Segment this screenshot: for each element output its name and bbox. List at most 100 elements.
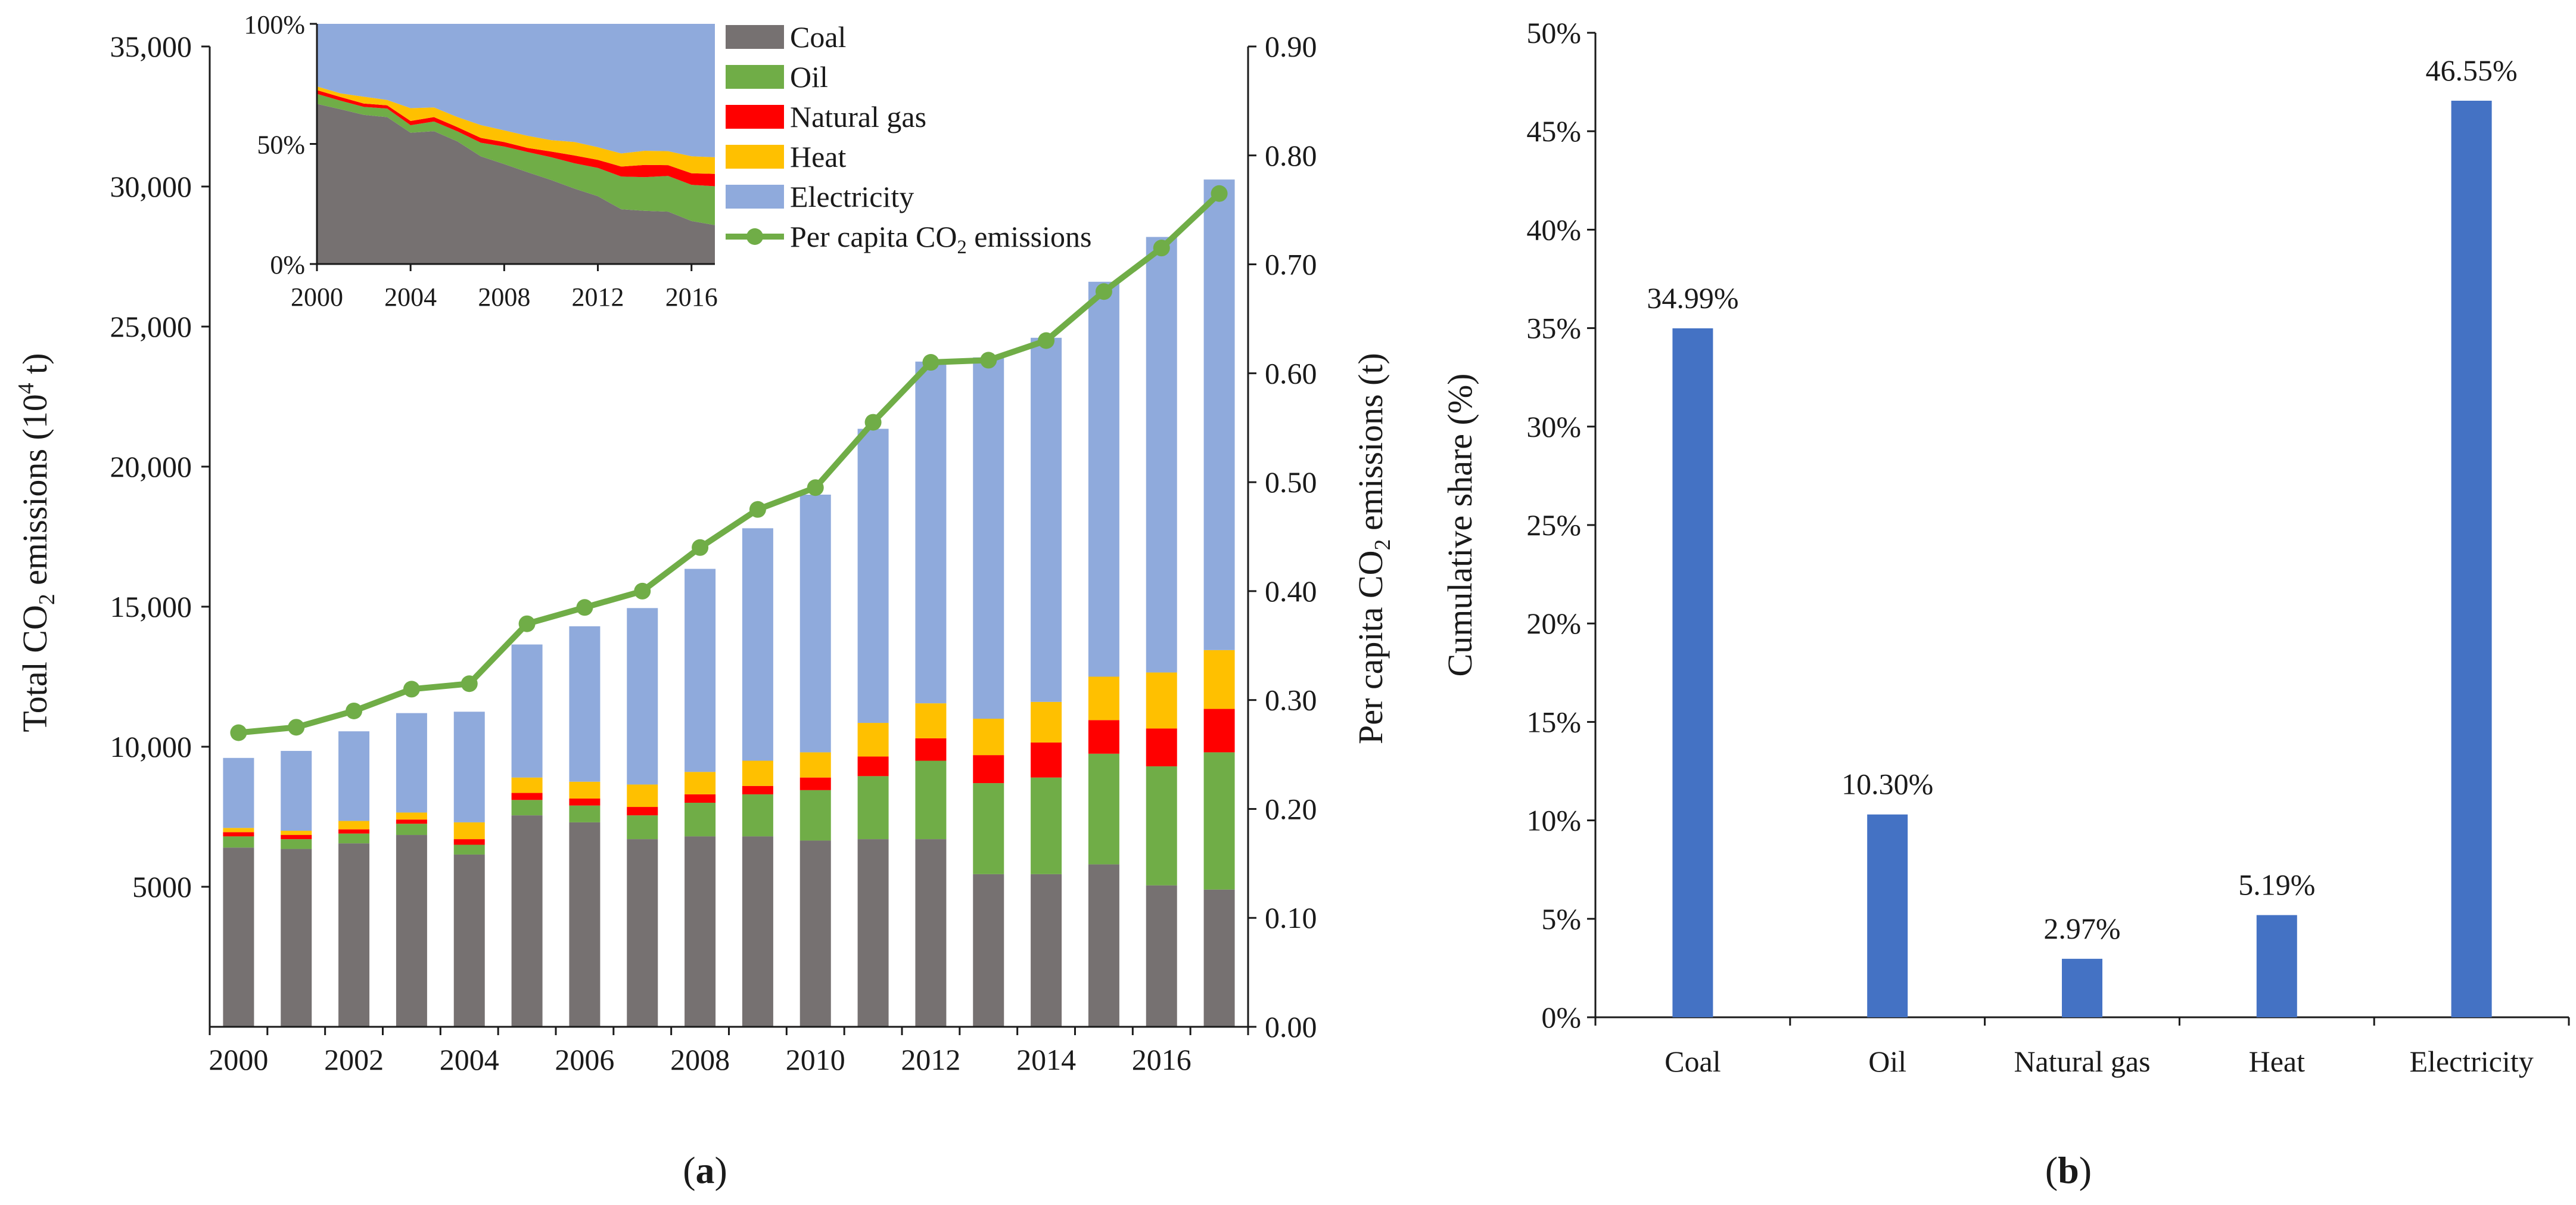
- bar-coal-2013: [973, 874, 1004, 1027]
- b-y-tick-label: 0%: [1541, 1001, 1581, 1034]
- bar-electricity-2013: [973, 357, 1004, 719]
- legend: Coal Oil Natural gas Heat Electricity Per cap…: [726, 20, 1091, 258]
- stacked-bars: [223, 179, 1235, 1027]
- y2-tick-label: 0.30: [1265, 684, 1317, 717]
- y2-tick-label: 0.00: [1265, 1010, 1317, 1043]
- bar-natural-gas-2006: [569, 798, 601, 806]
- bar-natural-gas-2014: [1031, 742, 1062, 778]
- legend-swatch-heat: [726, 145, 784, 169]
- per-capita-point-2017: [1211, 185, 1228, 202]
- bar-oil-2011: [857, 776, 889, 840]
- bar-electricity-2001: [281, 751, 312, 831]
- bar-electricity-2015: [1088, 281, 1119, 677]
- per-capita-point-2008: [692, 539, 709, 556]
- bar-coal-2002: [338, 843, 370, 1027]
- legend-swatch-electricity: [726, 185, 784, 209]
- bar-coal-2010: [799, 840, 831, 1027]
- b-y-tick-label: 30%: [1526, 410, 1581, 443]
- bar-oil: [1867, 814, 1908, 1017]
- y-tick-label: 30,000: [110, 170, 192, 203]
- bar-natural-gas-2009: [742, 785, 773, 794]
- per-capita-line: [238, 191, 1222, 736]
- bar-heat-2001: [281, 831, 312, 836]
- b-y-tick-label: 25%: [1526, 508, 1581, 542]
- x-tick-label: 2014: [1016, 1043, 1076, 1076]
- y2-tick-label: 0.70: [1265, 248, 1317, 281]
- per-capita-point-2003: [403, 681, 420, 698]
- b-y-tick-label: 40%: [1526, 213, 1581, 246]
- inset-area-oil: [317, 94, 715, 225]
- x-tick-label-electricity: Electricity: [2409, 1045, 2533, 1078]
- data-label-natural-gas: 2.97%: [2043, 912, 2120, 945]
- inset-y-tick-label: 50%: [257, 131, 305, 160]
- bar-natural-gas-2007: [627, 807, 658, 816]
- per-capita-point-2000: [230, 724, 247, 741]
- bar-natural-gas-2012: [915, 738, 947, 761]
- inset-area-natural-gas: [317, 90, 715, 187]
- bar-natural-gas-2013: [973, 755, 1004, 784]
- inset-x-tick-label: 2012: [572, 282, 624, 312]
- bar-heat-2006: [569, 781, 601, 799]
- bar-oil-2007: [627, 815, 658, 840]
- y-axis-title: Total CO2​ emissions (104​ t): [14, 353, 60, 732]
- bar-oil-2009: [742, 794, 773, 837]
- y2-tick-label: 0.40: [1265, 574, 1317, 608]
- y2-tick-label: 0.50: [1265, 465, 1317, 499]
- bar-natural-gas-2017: [1203, 709, 1235, 753]
- bar-coal: [1672, 328, 1713, 1017]
- x-tick-label-coal: Coal: [1665, 1045, 1721, 1078]
- per-capita-point-2001: [288, 719, 305, 736]
- bar-oil-2012: [915, 760, 947, 840]
- panel-a: 5000 10,000 15,000 20,000 25,000 30,000 35,000…: [14, 0, 1395, 1076]
- bar-natural-gas: [2062, 958, 2102, 1017]
- per-capita-point-2012: [922, 354, 939, 371]
- inset-x-tick-label: 2016: [665, 282, 718, 312]
- data-label-oil: 10.30%: [1841, 768, 1933, 801]
- legend-swatch-natural-gas: [726, 105, 784, 129]
- y-tick-label: 25,000: [110, 310, 192, 343]
- x-tick-label: 2010: [786, 1043, 845, 1076]
- inset-x-tick-label: 2008: [478, 282, 530, 312]
- y-tick-label: 35,000: [110, 30, 192, 63]
- y-tick-label: 10,000: [110, 730, 192, 763]
- y-tick-label: 5000: [132, 870, 192, 903]
- x-tick-label: 2006: [555, 1043, 614, 1076]
- per-capita-point-2004: [461, 675, 478, 692]
- y2-tick-label: 0.80: [1265, 139, 1317, 172]
- inset-area-coal: [317, 104, 715, 265]
- y2-tick-label: 0.90: [1265, 30, 1317, 63]
- bar-heat-2003: [396, 812, 427, 820]
- bar-natural-gas-2001: [281, 835, 312, 840]
- bar-heat-2004: [453, 822, 485, 840]
- bar-oil-2014: [1031, 777, 1062, 874]
- bar-heat-2000: [223, 828, 254, 833]
- b-y-tick-label: 15%: [1526, 705, 1581, 738]
- bar-heat-2010: [799, 752, 831, 778]
- bar-oil-2008: [685, 803, 716, 837]
- bar-heat: [2256, 915, 2297, 1017]
- bar-electricity-2000: [223, 757, 254, 828]
- y2-axis-title: Per capita CO2​ emissions (t): [1351, 353, 1395, 744]
- x-tick-label: 2008: [670, 1043, 730, 1076]
- bar-electricity-2010: [799, 495, 831, 753]
- bar-coal-2005: [511, 815, 543, 1027]
- x-tick-label: 2004: [440, 1043, 499, 1076]
- per-capita-point-2014: [1038, 332, 1055, 349]
- bar-electricity-2006: [569, 626, 601, 782]
- per-capita-point-2009: [749, 501, 766, 518]
- inset-area-electricity: [317, 24, 715, 157]
- bar-electricity-2016: [1146, 237, 1177, 673]
- bar-heat-2015: [1088, 676, 1119, 720]
- bar-natural-gas-2011: [857, 756, 889, 777]
- bar-natural-gas-2005: [511, 793, 543, 800]
- bar-natural-gas-2003: [396, 819, 427, 824]
- bar-natural-gas-2016: [1146, 728, 1177, 766]
- bar-coal-2009: [742, 836, 773, 1027]
- bar-electricity-2014: [1031, 337, 1062, 702]
- bar-electricity: [2451, 100, 2492, 1017]
- inset-y-tick-label: 100%: [244, 10, 305, 39]
- bar-coal-2004: [453, 854, 485, 1027]
- legend-label: Per capita CO2​ emissions: [790, 220, 1091, 258]
- y2-tick-label: 0.60: [1265, 356, 1317, 390]
- per-capita-point-2016: [1153, 240, 1170, 257]
